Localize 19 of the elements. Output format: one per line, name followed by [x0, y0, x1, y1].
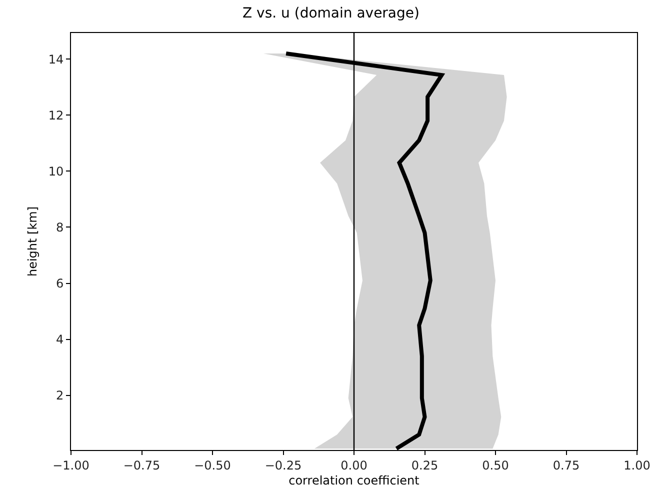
y-tick-label: 4 — [56, 332, 64, 346]
x-tick-label: 0.50 — [482, 458, 509, 472]
y-tick-label: 12 — [48, 108, 64, 122]
y-tick-label: 6 — [56, 276, 64, 290]
chart-title: Z vs. u (domain average) — [242, 5, 420, 22]
y-tick-label: 10 — [48, 164, 64, 178]
y-axis-title: height [km] — [26, 206, 40, 277]
x-tick-label: 1.00 — [624, 458, 650, 472]
x-axis-title: correlation coefficient — [288, 473, 420, 488]
y-tick-label: 8 — [56, 220, 64, 234]
x-tick-label: 0.75 — [552, 458, 580, 472]
y-tick-label: 2 — [56, 388, 64, 403]
x-tick-label: 0.25 — [411, 458, 438, 472]
x-tick-label: −0.75 — [123, 458, 160, 472]
y-tick-label: 14 — [48, 52, 64, 66]
x-tick-label: 0.00 — [340, 458, 368, 472]
x-tick-label: −0.50 — [194, 458, 231, 472]
x-tick-label: −0.25 — [264, 458, 302, 472]
x-tick-label: −1.00 — [52, 458, 90, 472]
